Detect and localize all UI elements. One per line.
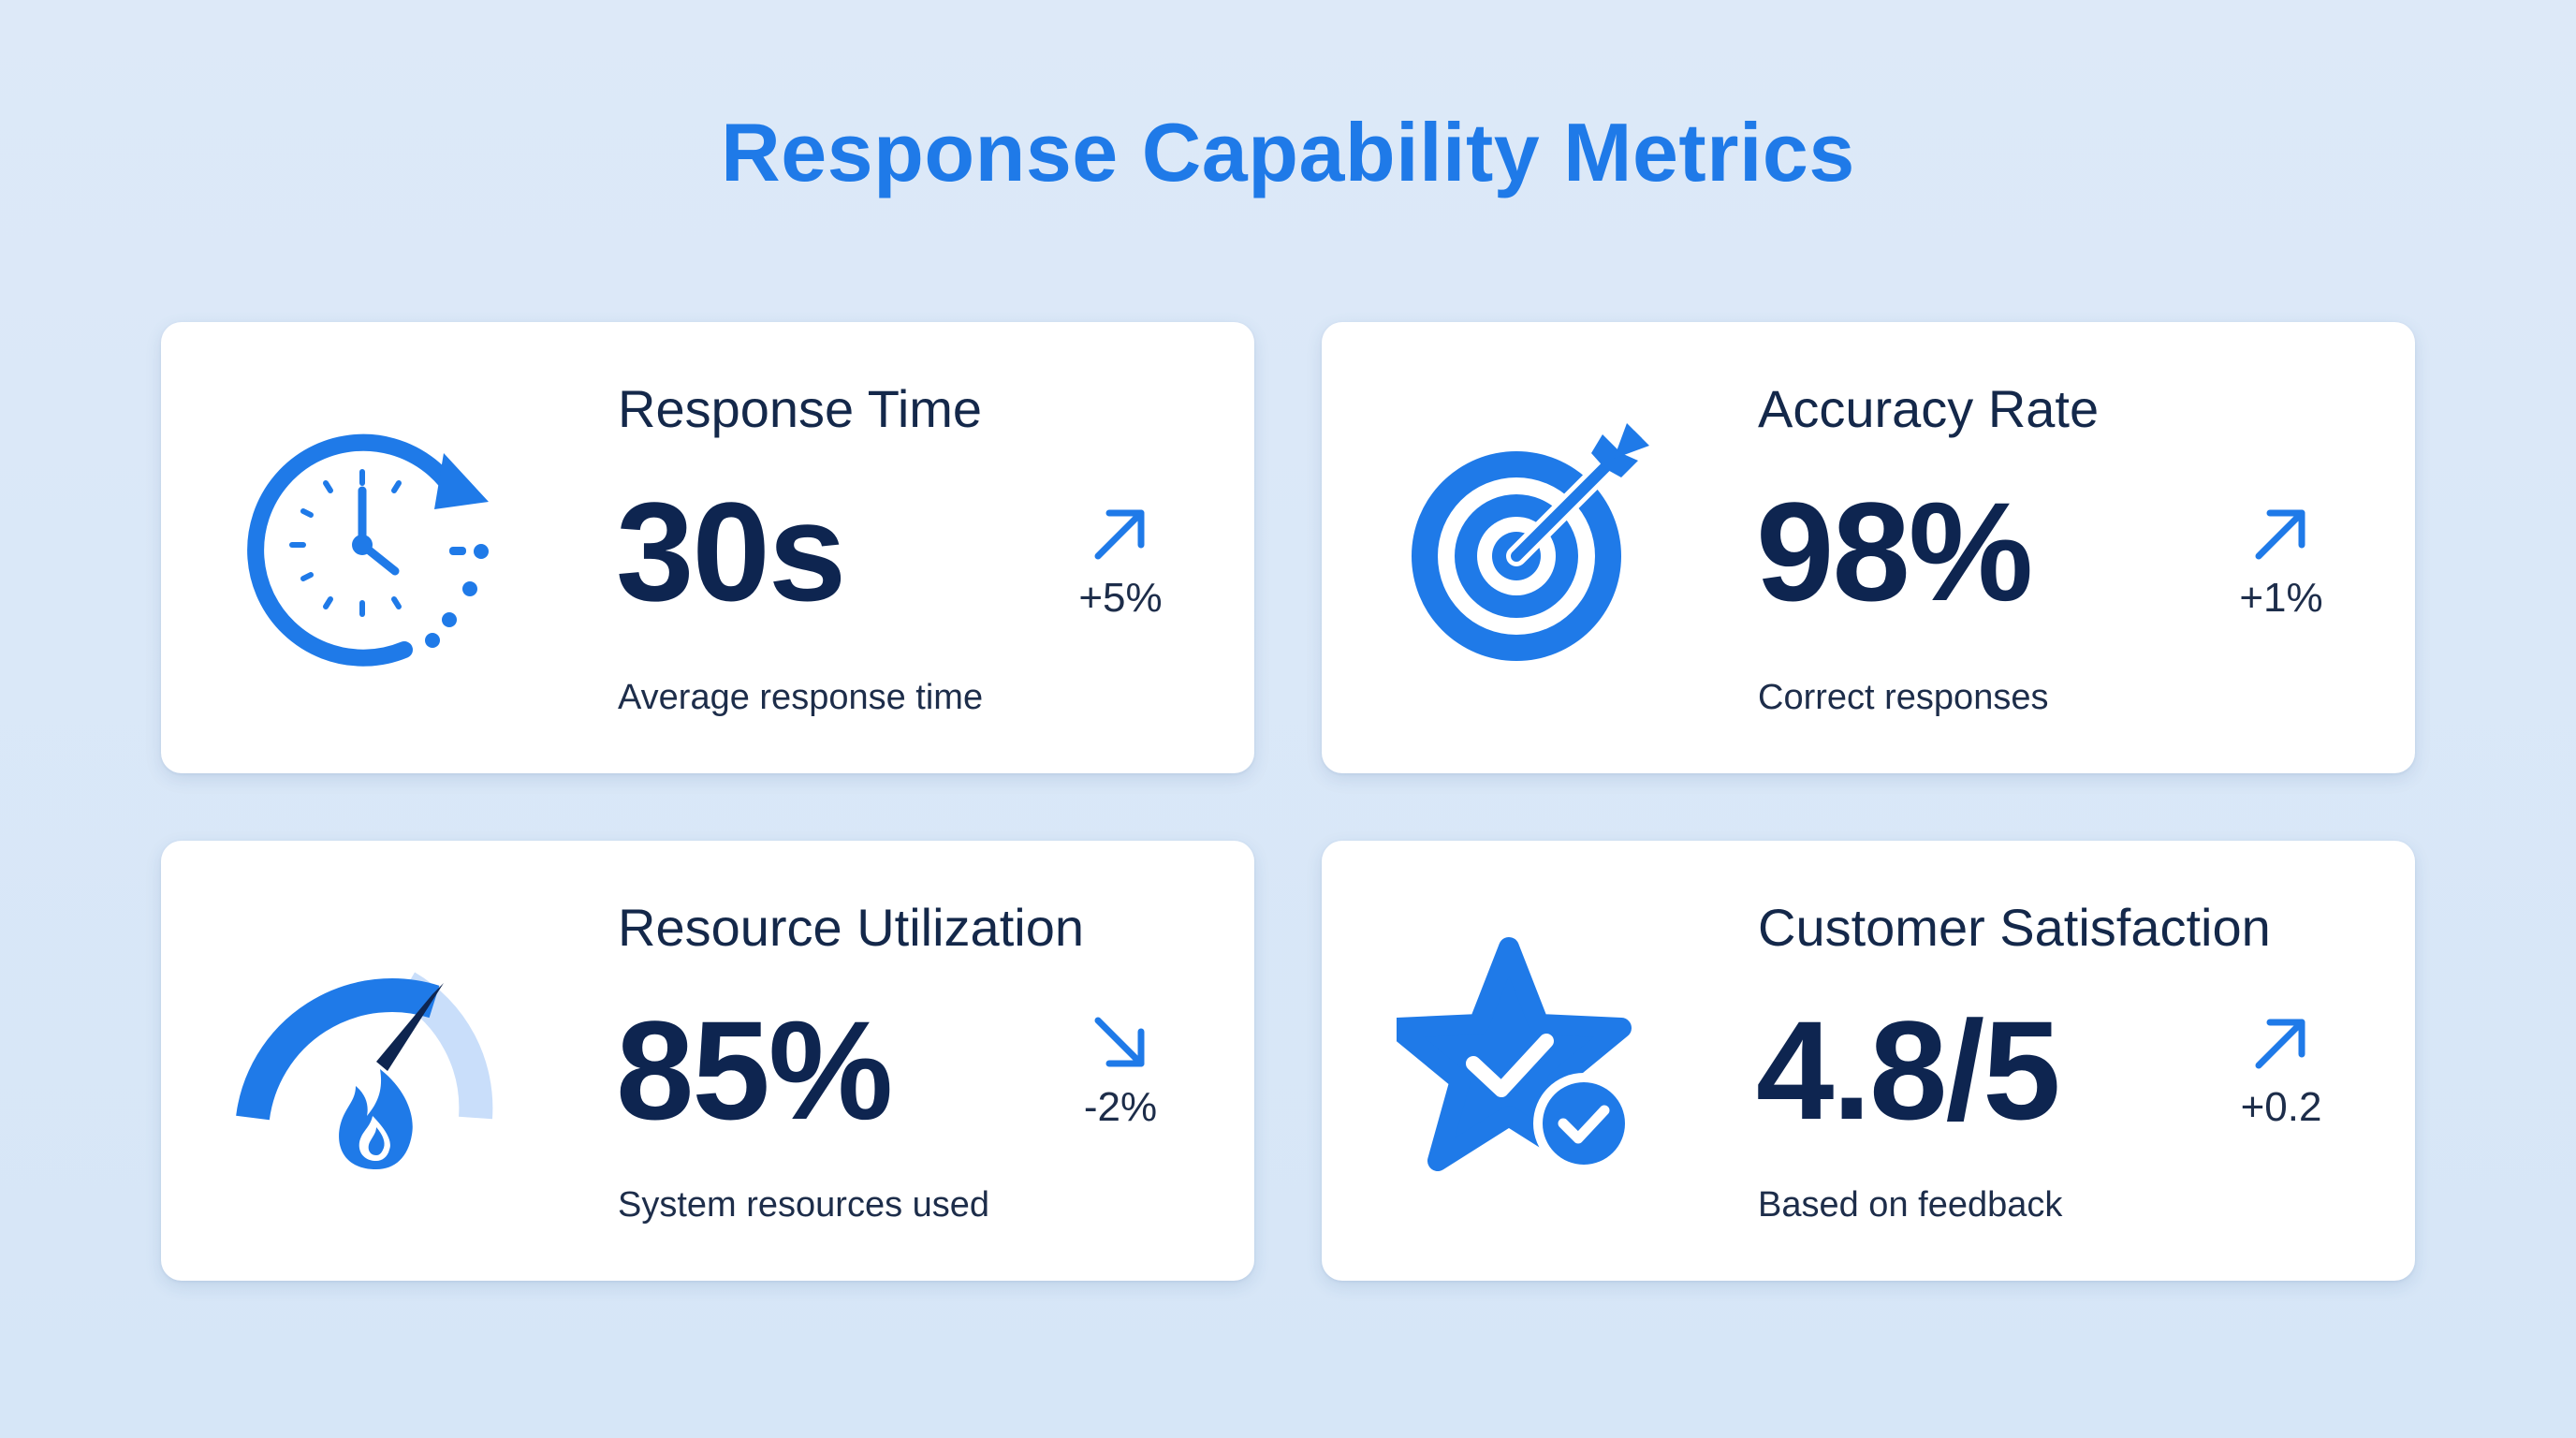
trend-value: +5%: [1078, 575, 1163, 621]
metric-label: Accuracy Rate: [1758, 379, 2100, 438]
metric-label: Customer Satisfaction: [1758, 898, 2271, 957]
metric-label: Resource Utilization: [618, 898, 1084, 957]
arrow-down-right-icon: [1094, 1017, 1145, 1067]
metric-value: 85%: [616, 991, 893, 1149]
arrow-up-right-icon: [2255, 1019, 2305, 1069]
arrow-up-right-icon: [2255, 509, 2305, 560]
metric-value: 98%: [1756, 473, 2033, 630]
metric-card-response-time[interactable]: Response Time 30s Average response time …: [161, 322, 1254, 773]
metric-card-accuracy-rate[interactable]: Accuracy Rate 98% Correct responses +1%: [1322, 322, 2415, 773]
metric-description: System resources used: [618, 1185, 990, 1225]
trend-value: +0.2: [2240, 1084, 2322, 1130]
metric-description: Based on feedback: [1758, 1185, 2063, 1225]
page-title: Response Capability Metrics: [721, 106, 1855, 198]
trend-indicator: +5%: [1060, 500, 1181, 622]
target-arrow-icon: [1397, 416, 1659, 678]
trend-value: -2%: [1083, 1084, 1158, 1130]
metric-card-customer-satisfaction[interactable]: Customer Satisfaction 4.8/5 Based on fee…: [1322, 841, 2415, 1281]
star-check-icon: [1397, 931, 1659, 1193]
metric-description: Correct responses: [1758, 678, 2049, 717]
arrow-up-right-icon: [1094, 509, 1145, 560]
trend-indicator: +0.2: [2220, 1009, 2342, 1131]
metric-value: 4.8/5: [1756, 991, 2061, 1149]
metric-label: Response Time: [618, 379, 983, 438]
metric-card-resource-utilization[interactable]: Resource Utilization 85% System resource…: [161, 841, 1254, 1281]
trend-value: +1%: [2239, 575, 2323, 621]
trend-indicator: +1%: [2220, 500, 2342, 622]
metric-description: Average response time: [618, 678, 984, 717]
trend-indicator: -2%: [1060, 1009, 1181, 1131]
gauge-flame-icon: [236, 931, 498, 1193]
clock-refresh-icon: [236, 416, 498, 678]
metric-value: 30s: [616, 473, 846, 630]
